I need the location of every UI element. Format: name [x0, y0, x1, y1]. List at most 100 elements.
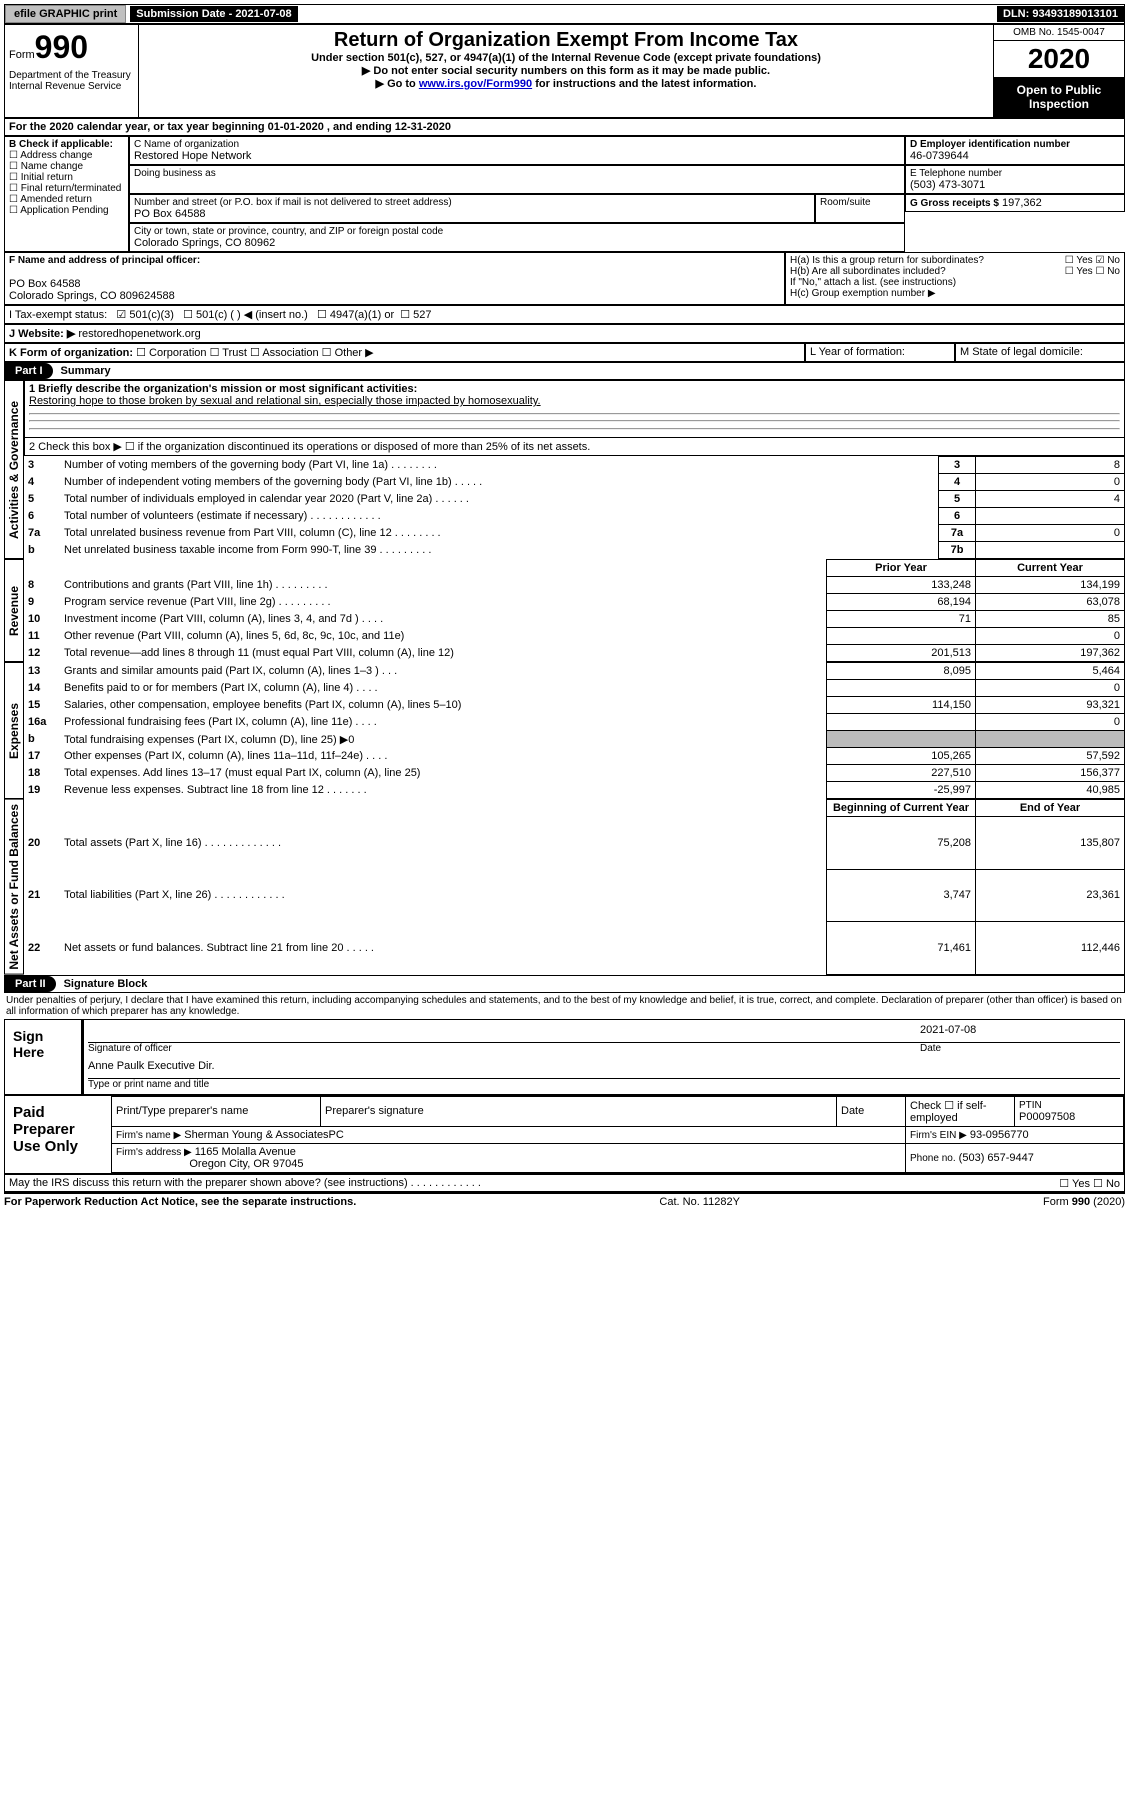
sig-date: 2021-07-08 [920, 1024, 1120, 1043]
table-row: 16aProfessional fundraising fees (Part I… [24, 714, 1125, 731]
city-label: City or town, state or province, country… [134, 226, 900, 237]
table-row: 20Total assets (Part X, line 16) . . . .… [24, 817, 1125, 870]
chk-final[interactable]: Final return/terminated [9, 183, 124, 194]
f-label: F Name and address of principal officer: [9, 255, 780, 266]
box-k: K Form of organization: Corporation Trus… [4, 343, 805, 362]
form-word: Form [9, 49, 35, 61]
firm-ein: 93-0956770 [970, 1129, 1029, 1141]
part1-title: Summary [53, 365, 111, 377]
f-line1: PO Box 64588 [9, 278, 780, 290]
part2-badge: Part II [5, 976, 56, 992]
org-name: Restored Hope Network [134, 150, 900, 162]
goto-pre: Go to [387, 78, 419, 90]
hb-yes[interactable]: Yes [1065, 266, 1093, 277]
chk-501c[interactable]: 501(c) ( ) ◀ (insert no.) [183, 309, 308, 321]
part1-badge: Part I [5, 363, 53, 379]
table-row: 12Total revenue—add lines 8 through 11 (… [24, 645, 1125, 662]
box-b-label: B Check if applicable: [9, 139, 124, 150]
print-name-label: Print/Type preparer's name [112, 1096, 321, 1126]
hdr-current: Current Year [976, 560, 1125, 577]
date-label: Date [920, 1043, 1120, 1054]
hb-no[interactable]: No [1095, 266, 1120, 277]
chk-name[interactable]: Name change [9, 161, 124, 172]
discuss-no[interactable]: No [1093, 1178, 1120, 1190]
room-label: Room/suite [820, 197, 900, 208]
name-title-label: Type or print name and title [88, 1079, 1120, 1090]
hdr-end: End of Year [976, 800, 1125, 817]
net-table: Beginning of Current Year End of Year 20… [24, 799, 1125, 975]
firm-name-label: Firm's name ▶ [116, 1130, 181, 1141]
discuss-yes[interactable]: Yes [1059, 1178, 1090, 1190]
identity-block: B Check if applicable: Address change Na… [4, 136, 1125, 252]
main-title: Return of Organization Exempt From Incom… [143, 29, 989, 52]
table-row: 7aTotal unrelated business revenue from … [24, 525, 1125, 542]
table-row: 18Total expenses. Add lines 13–17 (must … [24, 765, 1125, 782]
gov-table: 3Number of voting members of the governi… [24, 456, 1125, 559]
chk-corp[interactable]: Corporation [136, 347, 206, 359]
q2: 2 Check this box ▶ ☐ if the organization… [24, 437, 1125, 456]
chk-pending[interactable]: Application Pending [9, 205, 124, 216]
d-label: D Employer identification number [910, 139, 1120, 150]
chk-trust[interactable]: Trust [210, 347, 247, 359]
table-row: 8Contributions and grants (Part VIII, li… [24, 577, 1125, 594]
firm-name: Sherman Young & AssociatesPC [184, 1129, 344, 1141]
hb-note: If "No," attach a list. (see instruction… [790, 277, 1120, 288]
rev-table: Prior Year Current Year 8Contributions a… [24, 559, 1125, 662]
form-number-box: Form990 Department of the Treasury Inter… [5, 25, 139, 117]
f-h-row: F Name and address of principal officer:… [4, 252, 1125, 305]
box-f: F Name and address of principal officer:… [4, 252, 785, 305]
sig-officer-label: Signature of officer [88, 1043, 920, 1054]
part2-title: Signature Block [56, 978, 148, 990]
self-emp[interactable]: Check ☐ if self-employed [906, 1096, 1015, 1126]
ha-no[interactable]: No [1095, 255, 1120, 266]
ptin-label: PTIN [1019, 1100, 1042, 1111]
table-row: 11Other revenue (Part VIII, column (A), … [24, 628, 1125, 645]
chk-amended[interactable]: Amended return [9, 194, 124, 205]
website: restoredhopenetwork.org [78, 328, 200, 340]
tax-year: 2020 [994, 41, 1124, 77]
chk-501c3[interactable]: 501(c)(3) [116, 309, 174, 321]
vert-net: Net Assets or Fund Balances [4, 799, 24, 975]
table-row: 5Total number of individuals employed in… [24, 491, 1125, 508]
vert-rev: Revenue [4, 559, 24, 662]
discuss-text: May the IRS discuss this return with the… [9, 1177, 481, 1189]
top-bar: efile GRAPHIC print Submission Date - 20… [4, 4, 1125, 24]
table-row: 6Total number of volunteers (estimate if… [24, 508, 1125, 525]
form990-link[interactable]: www.irs.gov/Form990 [419, 78, 532, 90]
street-label: Number and street (or P.O. box if mail i… [134, 197, 810, 208]
ha-yes[interactable]: Yes [1065, 255, 1093, 266]
table-row: 13Grants and similar amounts paid (Part … [24, 663, 1125, 680]
chk-other[interactable]: Other ▶ [322, 347, 374, 359]
chk-initial[interactable]: Initial return [9, 172, 124, 183]
chk-address[interactable]: Address change [9, 150, 124, 161]
table-row: 4Number of independent voting members of… [24, 474, 1125, 491]
goto-post: for instructions and the latest informat… [532, 78, 756, 90]
chk-4947[interactable]: 4947(a)(1) or [317, 309, 394, 321]
part2-header: Part II Signature Block [4, 975, 1125, 993]
hc: H(c) Group exemption number ▶ [790, 288, 1120, 299]
paid-prep-label: Paid Preparer Use Only [5, 1096, 111, 1173]
chk-assoc[interactable]: Association [250, 347, 319, 359]
form-header: Form990 Department of the Treasury Inter… [4, 24, 1125, 118]
box-m: M State of legal domicile: [955, 343, 1125, 362]
table-row: 10Investment income (Part VIII, column (… [24, 611, 1125, 628]
box-h: H(a) Is this a group return for subordin… [785, 252, 1125, 305]
chk-527[interactable]: 527 [400, 309, 431, 321]
efile-print-btn[interactable]: efile GRAPHIC print [5, 5, 126, 23]
exp-table: 13Grants and similar amounts paid (Part … [24, 662, 1125, 799]
table-row: 22Net assets or fund balances. Subtract … [24, 922, 1125, 975]
ein: 46-0739644 [910, 150, 1120, 162]
part1-header: Part I Summary [4, 362, 1125, 380]
tax-status-row: I Tax-exempt status: 501(c)(3) 501(c) ( … [4, 305, 1125, 324]
firm-addr2: Oregon City, OR 97045 [189, 1158, 303, 1170]
hdr-begin: Beginning of Current Year [827, 800, 976, 817]
section-net: Net Assets or Fund Balances Beginning of… [4, 799, 1125, 975]
gross-receipts: 197,362 [1002, 197, 1042, 209]
form-990: 990 [35, 29, 88, 65]
e-label: E Telephone number [910, 168, 1120, 179]
subtitle-2: Do not enter social security numbers on … [143, 64, 989, 77]
section-exp: Expenses 13Grants and similar amounts pa… [4, 662, 1125, 799]
dln: DLN: 93493189013101 [997, 6, 1124, 22]
table-row: 19Revenue less expenses. Subtract line 1… [24, 782, 1125, 799]
street: PO Box 64588 [134, 208, 810, 220]
